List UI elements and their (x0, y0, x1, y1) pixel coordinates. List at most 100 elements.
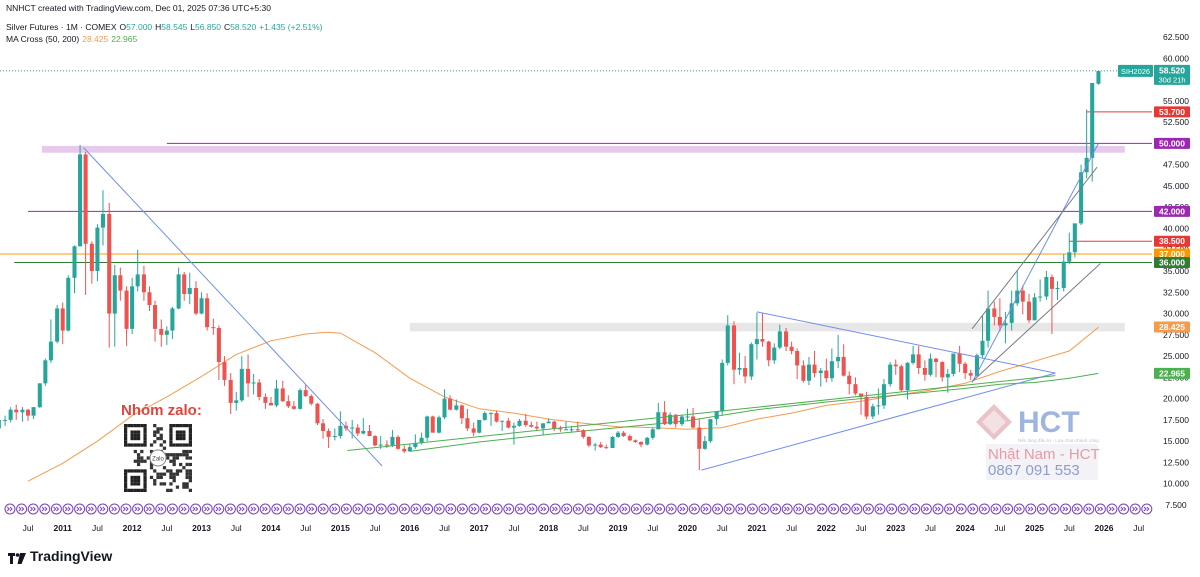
event-circle (16, 503, 28, 515)
qr-finder-cell (179, 424, 183, 428)
candle (1061, 253, 1066, 292)
price-label: 42.000 (1154, 205, 1190, 217)
candle-body (1003, 322, 1008, 326)
event-circle (793, 503, 805, 515)
symbol-tag-bg (1118, 64, 1153, 77)
qr-cell (169, 469, 173, 473)
event-arrows-icon (308, 506, 315, 512)
event-icon (1083, 503, 1095, 515)
event-arrows-icon (401, 506, 408, 512)
event-circle (828, 503, 840, 515)
qr-cell (185, 456, 189, 460)
candle-body (940, 362, 945, 378)
candle-body (523, 420, 528, 426)
x-tick-label: 2011 (53, 523, 72, 533)
y-tick-label: 32.500 (1163, 287, 1189, 297)
event-arrows-icon (1062, 506, 1069, 512)
event-circle (804, 503, 816, 515)
x-axis[interactable]: Jul 2011 Jul 2012 Jul 2013 Jul 2014 Jul 2015 Jul 20… (23, 523, 1145, 533)
event-circle (978, 503, 990, 515)
qr-finder-cell (172, 424, 176, 428)
candle-body (407, 447, 412, 452)
event-icon (944, 503, 956, 515)
candle-body (506, 420, 511, 428)
event-circle (271, 503, 283, 515)
event-icon (897, 503, 909, 515)
event-icon (224, 503, 236, 515)
candle (963, 362, 968, 380)
candle (373, 435, 378, 447)
event-icon (74, 503, 86, 515)
x-tick-label: Jul (508, 523, 519, 533)
candle-body (517, 420, 522, 426)
event-icon (132, 503, 144, 515)
candle (367, 425, 372, 437)
candle-body (141, 274, 146, 293)
qr-finder-cell (124, 427, 128, 431)
event-arrows-icon (668, 506, 674, 512)
price-label-text: 58.520 (1159, 65, 1185, 75)
event-icons-row[interactable] (4, 503, 1153, 515)
candle-body (847, 375, 852, 385)
candle-body (367, 430, 372, 437)
candle-body (720, 362, 725, 412)
candle (413, 434, 418, 449)
candle-body (743, 368, 748, 377)
event-icon (433, 503, 445, 515)
event-icon (1094, 503, 1106, 515)
candle-body (662, 412, 667, 425)
candle-body (581, 430, 586, 437)
x-tick-label: 2017 (470, 523, 489, 533)
event-icon (514, 503, 526, 515)
candle-body (957, 353, 962, 364)
event-arrows-icon (41, 506, 48, 512)
event-icon (4, 503, 16, 515)
x-tick-label: Jul (786, 523, 797, 533)
candle (395, 435, 401, 450)
qr-finder-cell (143, 440, 147, 444)
event-circle (897, 503, 909, 515)
event-icon (758, 503, 770, 515)
qr-finder-cell (133, 475, 137, 480)
candle (60, 302, 65, 345)
tradingview-brand[interactable]: TradingView (8, 548, 112, 564)
candle-body (454, 405, 459, 410)
event-icon (723, 503, 735, 515)
event-icon (804, 503, 816, 515)
event-circle (190, 503, 202, 515)
qr-finder-cell (188, 436, 192, 441)
candle-body (332, 436, 337, 438)
candle (864, 391, 869, 420)
candle (291, 401, 296, 410)
event-arrows-icon (296, 506, 303, 512)
candle (1049, 274, 1054, 334)
qr-cell (140, 459, 144, 463)
event-arrows-icon (900, 506, 906, 512)
event-icon (352, 503, 364, 515)
y-tick-label: 35.000 (1163, 266, 1189, 276)
qr-finder-cell (124, 475, 128, 480)
zalo-qr-code[interactable]: Zalo (124, 424, 192, 492)
qr-finder-cell (127, 488, 131, 492)
low-label: L (190, 22, 196, 32)
qr-cell (169, 459, 173, 463)
zone-0 (41, 145, 1125, 153)
candle (1055, 281, 1060, 300)
event-arrows-icon (424, 506, 431, 512)
candle (899, 364, 904, 392)
legend-symbol-row[interactable]: Silver Futures · 1M · COMEX O57.000 H58.54… (6, 22, 326, 32)
event-icon (538, 503, 550, 515)
event-icon (468, 503, 480, 515)
candle-body (922, 368, 927, 375)
qr-cell (185, 472, 189, 476)
legend-ma-row[interactable]: MA Cross (50, 200) 28.425 22.965 (6, 34, 140, 44)
event-circle (27, 503, 39, 515)
candle (633, 439, 638, 443)
candle-body (14, 409, 19, 413)
event-arrows-icon (702, 506, 709, 512)
event-circle (816, 503, 828, 515)
y-axis[interactable]: 62.50060.00057.50055.00052.50050.00047.5… (1163, 32, 1189, 510)
candle (668, 412, 673, 426)
qr-cell (156, 430, 160, 434)
